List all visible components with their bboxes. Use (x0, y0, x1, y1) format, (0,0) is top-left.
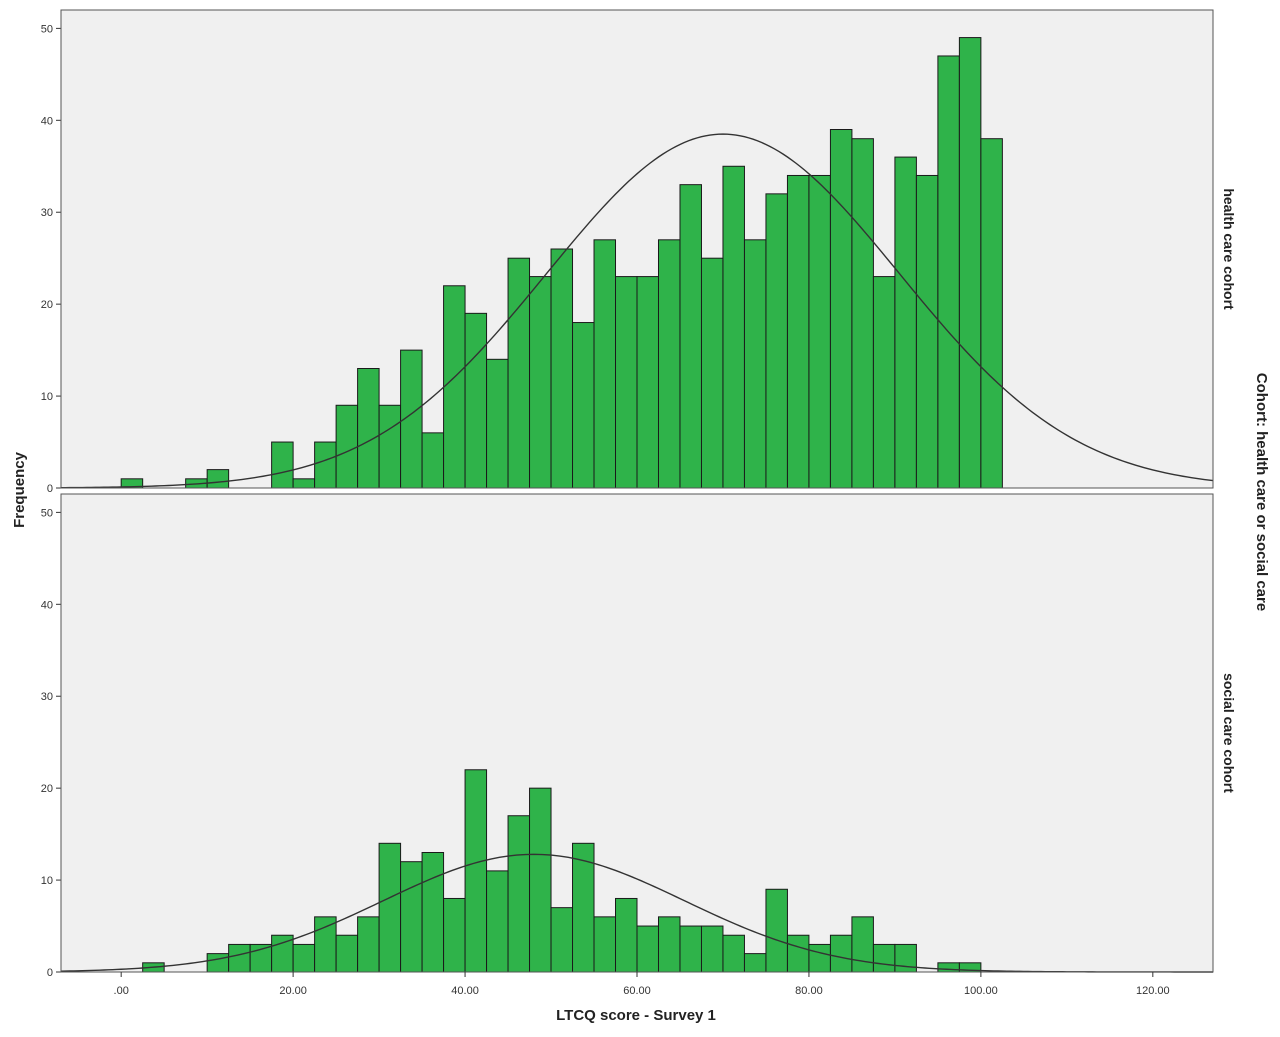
x-tick-label: 80.00 (795, 985, 823, 997)
histogram-bar (421, 432, 445, 489)
panels-layer: 0 10 20 30 40 50 health care cohort 0 10 20 30 40 50… (41, 9, 1237, 997)
histogram-bar (829, 934, 853, 973)
histogram-bar (443, 897, 466, 973)
histogram-bar (851, 916, 874, 973)
facet-strip-label: social care cohort (1221, 673, 1237, 793)
histogram-bar (743, 953, 767, 973)
histogram-bar (765, 888, 788, 973)
histogram-bar (657, 239, 681, 489)
histogram-bar (937, 55, 960, 489)
histogram-bar (271, 441, 294, 489)
histogram-bar (593, 916, 617, 973)
histogram-bar (615, 276, 638, 489)
histogram-bar (464, 769, 488, 973)
histogram-bar (464, 312, 488, 489)
histogram-bar (400, 861, 423, 973)
histogram-bar (486, 870, 509, 973)
histogram-bar (593, 239, 617, 489)
histogram-bar (722, 934, 745, 973)
histogram-bar (679, 925, 702, 973)
x-tick-label: .00 (114, 985, 129, 997)
histogram-bar (657, 916, 681, 973)
histogram-bar (765, 193, 788, 489)
histogram-bar (786, 934, 810, 973)
histogram-bar (872, 276, 896, 489)
histogram-bar (572, 322, 595, 489)
y-tick-label: 20 (41, 299, 53, 311)
histogram-bar (829, 129, 853, 489)
histogram-bar (915, 174, 939, 489)
histogram-bar (378, 842, 402, 973)
histogram-bar (507, 815, 531, 973)
histogram-bar (636, 276, 659, 489)
histogram-bar (421, 852, 445, 973)
histogram-bar (486, 358, 509, 489)
histogram-bar (894, 943, 917, 973)
histogram-bar (615, 897, 638, 973)
histogram-bar (292, 943, 316, 973)
y-tick-label: 10 (41, 391, 53, 403)
histogram-bar (679, 184, 702, 489)
y-tick-label: 0 (47, 483, 53, 495)
histogram-bar (249, 943, 273, 973)
histogram-bar (550, 248, 574, 489)
histogram-bar (743, 239, 767, 489)
y-tick-label: 0 (47, 967, 53, 979)
histogram-bar (808, 174, 831, 489)
histogram-bar (980, 138, 1003, 489)
y-tick-label: 20 (41, 783, 53, 795)
histogram-bar (206, 469, 230, 489)
x-tick-label: 100.00 (964, 985, 998, 997)
histogram-bar (228, 943, 251, 973)
y-tick-label: 50 (41, 23, 53, 35)
y-tick-label: 50 (41, 507, 53, 519)
histogram-bar (872, 943, 896, 973)
x-tick-label: 120.00 (1136, 985, 1170, 997)
histogram-bar (937, 962, 960, 973)
histogram-bar (206, 953, 230, 973)
histogram-bar (722, 165, 745, 489)
y-tick-label: 30 (41, 691, 53, 703)
normal-curve (60, 853, 1214, 973)
histogram-bar (700, 257, 724, 489)
histogram-bar (700, 925, 724, 973)
x-tick-label: 60.00 (623, 985, 651, 997)
histogram-bar (314, 441, 337, 489)
histogram-bar (443, 285, 466, 489)
histogram-bar (357, 368, 380, 489)
x-tick-label: 20.00 (279, 985, 307, 997)
facet-title: Cohort: health care or social care (1253, 373, 1270, 611)
histogram-bar (357, 916, 380, 973)
y-tick-label: 10 (41, 875, 53, 887)
x-axis-title: LTCQ score - Survey 1 (556, 1007, 716, 1024)
histogram-bar (335, 404, 359, 489)
normal-curve (60, 133, 1214, 489)
histogram-bar (335, 934, 359, 973)
y-tick-label: 40 (41, 115, 53, 127)
y-tick-label: 40 (41, 599, 53, 611)
histogram-bar (786, 174, 810, 489)
histogram-bar (507, 257, 531, 489)
panel-2: 0 10 20 30 40 50 social care cohort (41, 493, 1237, 979)
histogram-bar (314, 916, 337, 973)
histogram-bar (894, 156, 917, 489)
histogram-bar (550, 907, 574, 973)
panel-border (60, 9, 1214, 489)
histogram-bar (529, 276, 552, 489)
facet-strip-label: health care cohort (1221, 188, 1237, 310)
y-tick-label: 30 (41, 207, 53, 219)
histogram-bar (378, 404, 402, 489)
histogram-bar (958, 37, 982, 489)
histogram-bar (529, 787, 552, 973)
x-tick-label: 40.00 (451, 985, 479, 997)
panel-1: 0 10 20 30 40 50 health care cohort (41, 9, 1237, 495)
histogram-bar (808, 943, 831, 973)
histogram-bar (636, 925, 659, 973)
y-axis-title: Frequency (11, 451, 28, 528)
histogram-bar (851, 138, 874, 489)
histogram-bar (292, 478, 316, 489)
